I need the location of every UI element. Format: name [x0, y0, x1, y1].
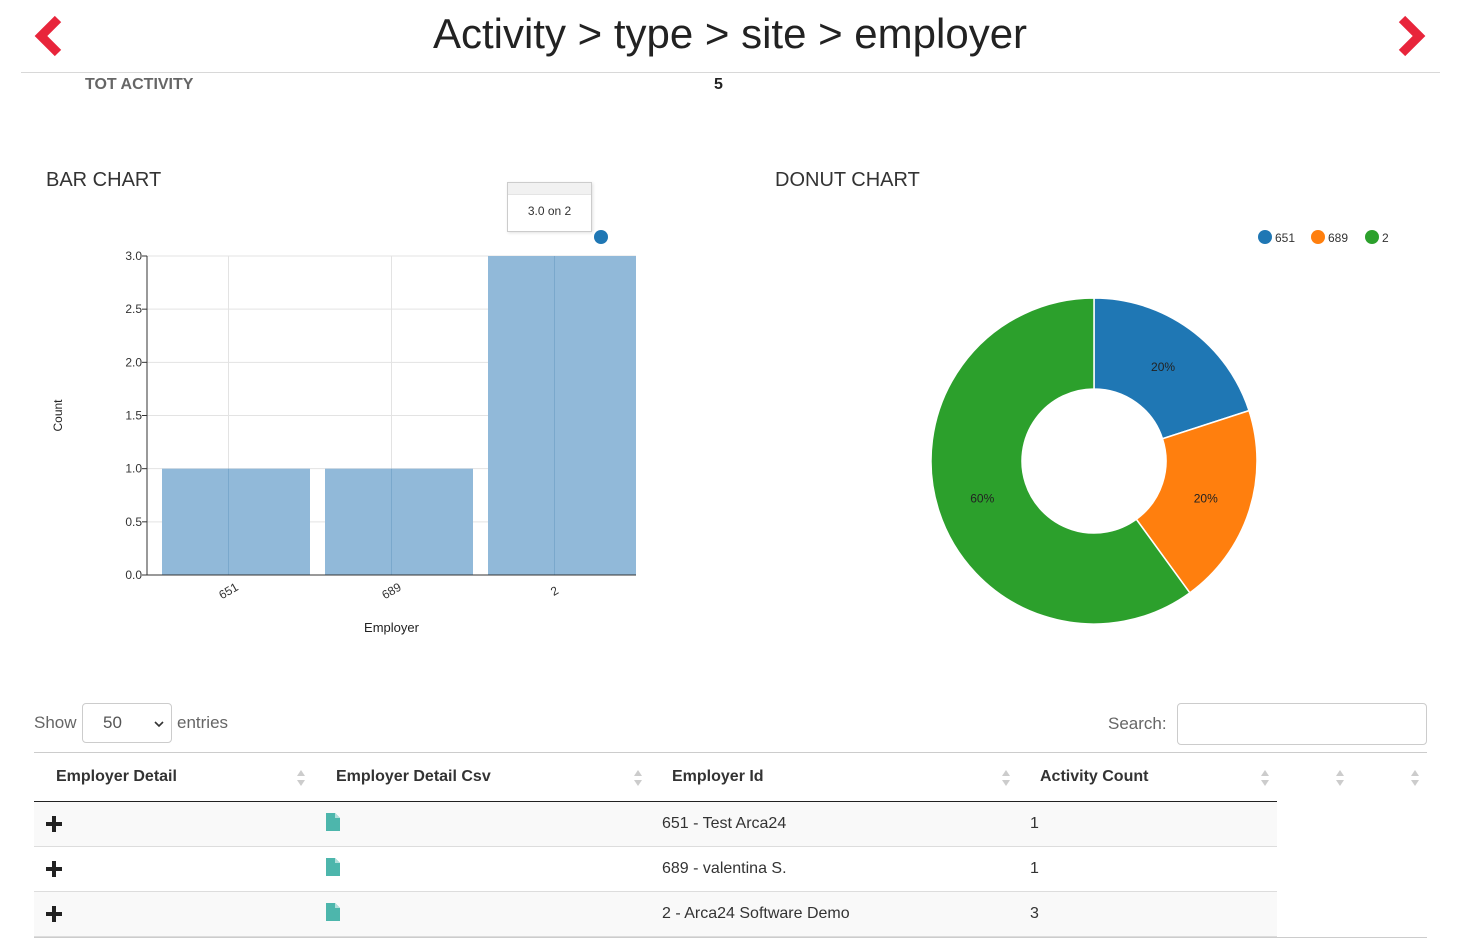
donut-chart-title: DONUT CHART	[775, 169, 920, 191]
column-header-activity-count[interactable]: Activity Count	[1040, 768, 1149, 785]
legend-swatch	[1311, 230, 1325, 244]
page-size-select[interactable]: 50	[82, 703, 172, 743]
x-tick-label: 689	[379, 580, 404, 602]
entries-label: entries	[177, 713, 229, 732]
table-row: 651 - Test Arca24 1	[34, 802, 1277, 847]
bar-chart: 0.0 0.5 1.0 1.5 2.0 2.5 3.0 651 689 2 Employer Coun…	[51, 230, 636, 635]
page-title: Activity > type > site > employer	[432, 10, 1028, 57]
y-tick-label: 1.0	[125, 462, 142, 476]
file-icon[interactable]	[326, 813, 340, 831]
y-tick-label: 0.5	[125, 515, 142, 529]
search-input[interactable]	[1177, 703, 1427, 745]
activity-count-cell: 1	[1030, 815, 1039, 832]
total-activity-label: TOT ACTIVITY	[85, 76, 194, 93]
plus-icon[interactable]	[46, 814, 62, 834]
file-icon[interactable]	[326, 903, 340, 921]
x-tick-label: 2	[548, 583, 561, 599]
column-header-employer-detail[interactable]: Employer Detail	[56, 768, 177, 785]
table-row: 689 - valentina S. 1	[34, 847, 1277, 892]
slice-label: 20%	[1151, 360, 1175, 374]
chevron-down-icon	[154, 721, 164, 728]
legend-label: 2	[1382, 231, 1389, 245]
legend-swatch	[1365, 230, 1379, 244]
sort-icon[interactable]	[1001, 768, 1011, 788]
legend-swatch	[1258, 230, 1272, 244]
y-tick-label: 3.0	[125, 249, 142, 263]
donut-chart: 20% 20% 60% 651 689 2	[930, 230, 1389, 625]
bar	[325, 468, 473, 575]
y-tick-label: 2.0	[125, 355, 142, 369]
slice-label: 20%	[1194, 491, 1218, 505]
column-header-employer-detail-csv[interactable]: Employer Detail Csv	[336, 768, 491, 785]
table-bottom-border	[34, 937, 1427, 938]
show-label: Show	[34, 713, 77, 732]
donut-slice	[930, 297, 1191, 625]
slice-label: 60%	[970, 491, 994, 505]
sort-icon[interactable]	[296, 768, 306, 788]
column-header-employer-id[interactable]: Employer Id	[672, 768, 764, 785]
legend-label: 689	[1328, 231, 1348, 245]
bar	[162, 468, 310, 575]
employer-id-cell: 2 - Arca24 Software Demo	[662, 905, 850, 922]
bar	[488, 256, 636, 575]
x-axis-label: Employer	[364, 620, 420, 635]
employer-id-cell: 651 - Test Arca24	[662, 815, 787, 832]
sort-icon[interactable]	[1410, 768, 1420, 788]
x-tick-label: 651	[216, 580, 241, 602]
previous-arrow-icon[interactable]	[30, 14, 70, 58]
sort-icon[interactable]	[1335, 768, 1345, 788]
sort-icon[interactable]	[633, 768, 643, 788]
file-icon[interactable]	[326, 858, 340, 876]
donut-slice	[1135, 409, 1258, 594]
activity-count-cell: 3	[1030, 905, 1039, 922]
table-row: 2 - Arca24 Software Demo 3	[34, 892, 1277, 937]
table-top-border	[34, 752, 1427, 753]
y-tick-label: 1.5	[125, 409, 142, 423]
sort-icon[interactable]	[1260, 768, 1270, 788]
legend-label: 651	[1275, 231, 1295, 245]
employer-id-cell: 689 - valentina S.	[662, 860, 787, 877]
total-activity-value: 5	[714, 76, 723, 93]
activity-count-cell: 1	[1030, 860, 1039, 877]
y-tick-label: 2.5	[125, 302, 142, 316]
search-label: Search:	[1108, 714, 1167, 733]
y-tick-label: 0.0	[125, 568, 142, 582]
page-size-value: 50	[103, 713, 122, 732]
next-arrow-icon[interactable]	[1392, 14, 1432, 58]
plus-icon[interactable]	[46, 904, 62, 924]
bar-tooltip-text: 3.0 on 2	[527, 204, 572, 218]
bar-chart-title: BAR CHART	[46, 169, 162, 191]
y-axis-label: Count	[51, 399, 65, 432]
title-divider	[21, 72, 1440, 73]
bar-tooltip: 3.0 on 2	[507, 182, 592, 232]
tooltip-marker	[594, 230, 608, 244]
donut-slice	[1093, 297, 1250, 440]
plus-icon[interactable]	[46, 859, 62, 879]
